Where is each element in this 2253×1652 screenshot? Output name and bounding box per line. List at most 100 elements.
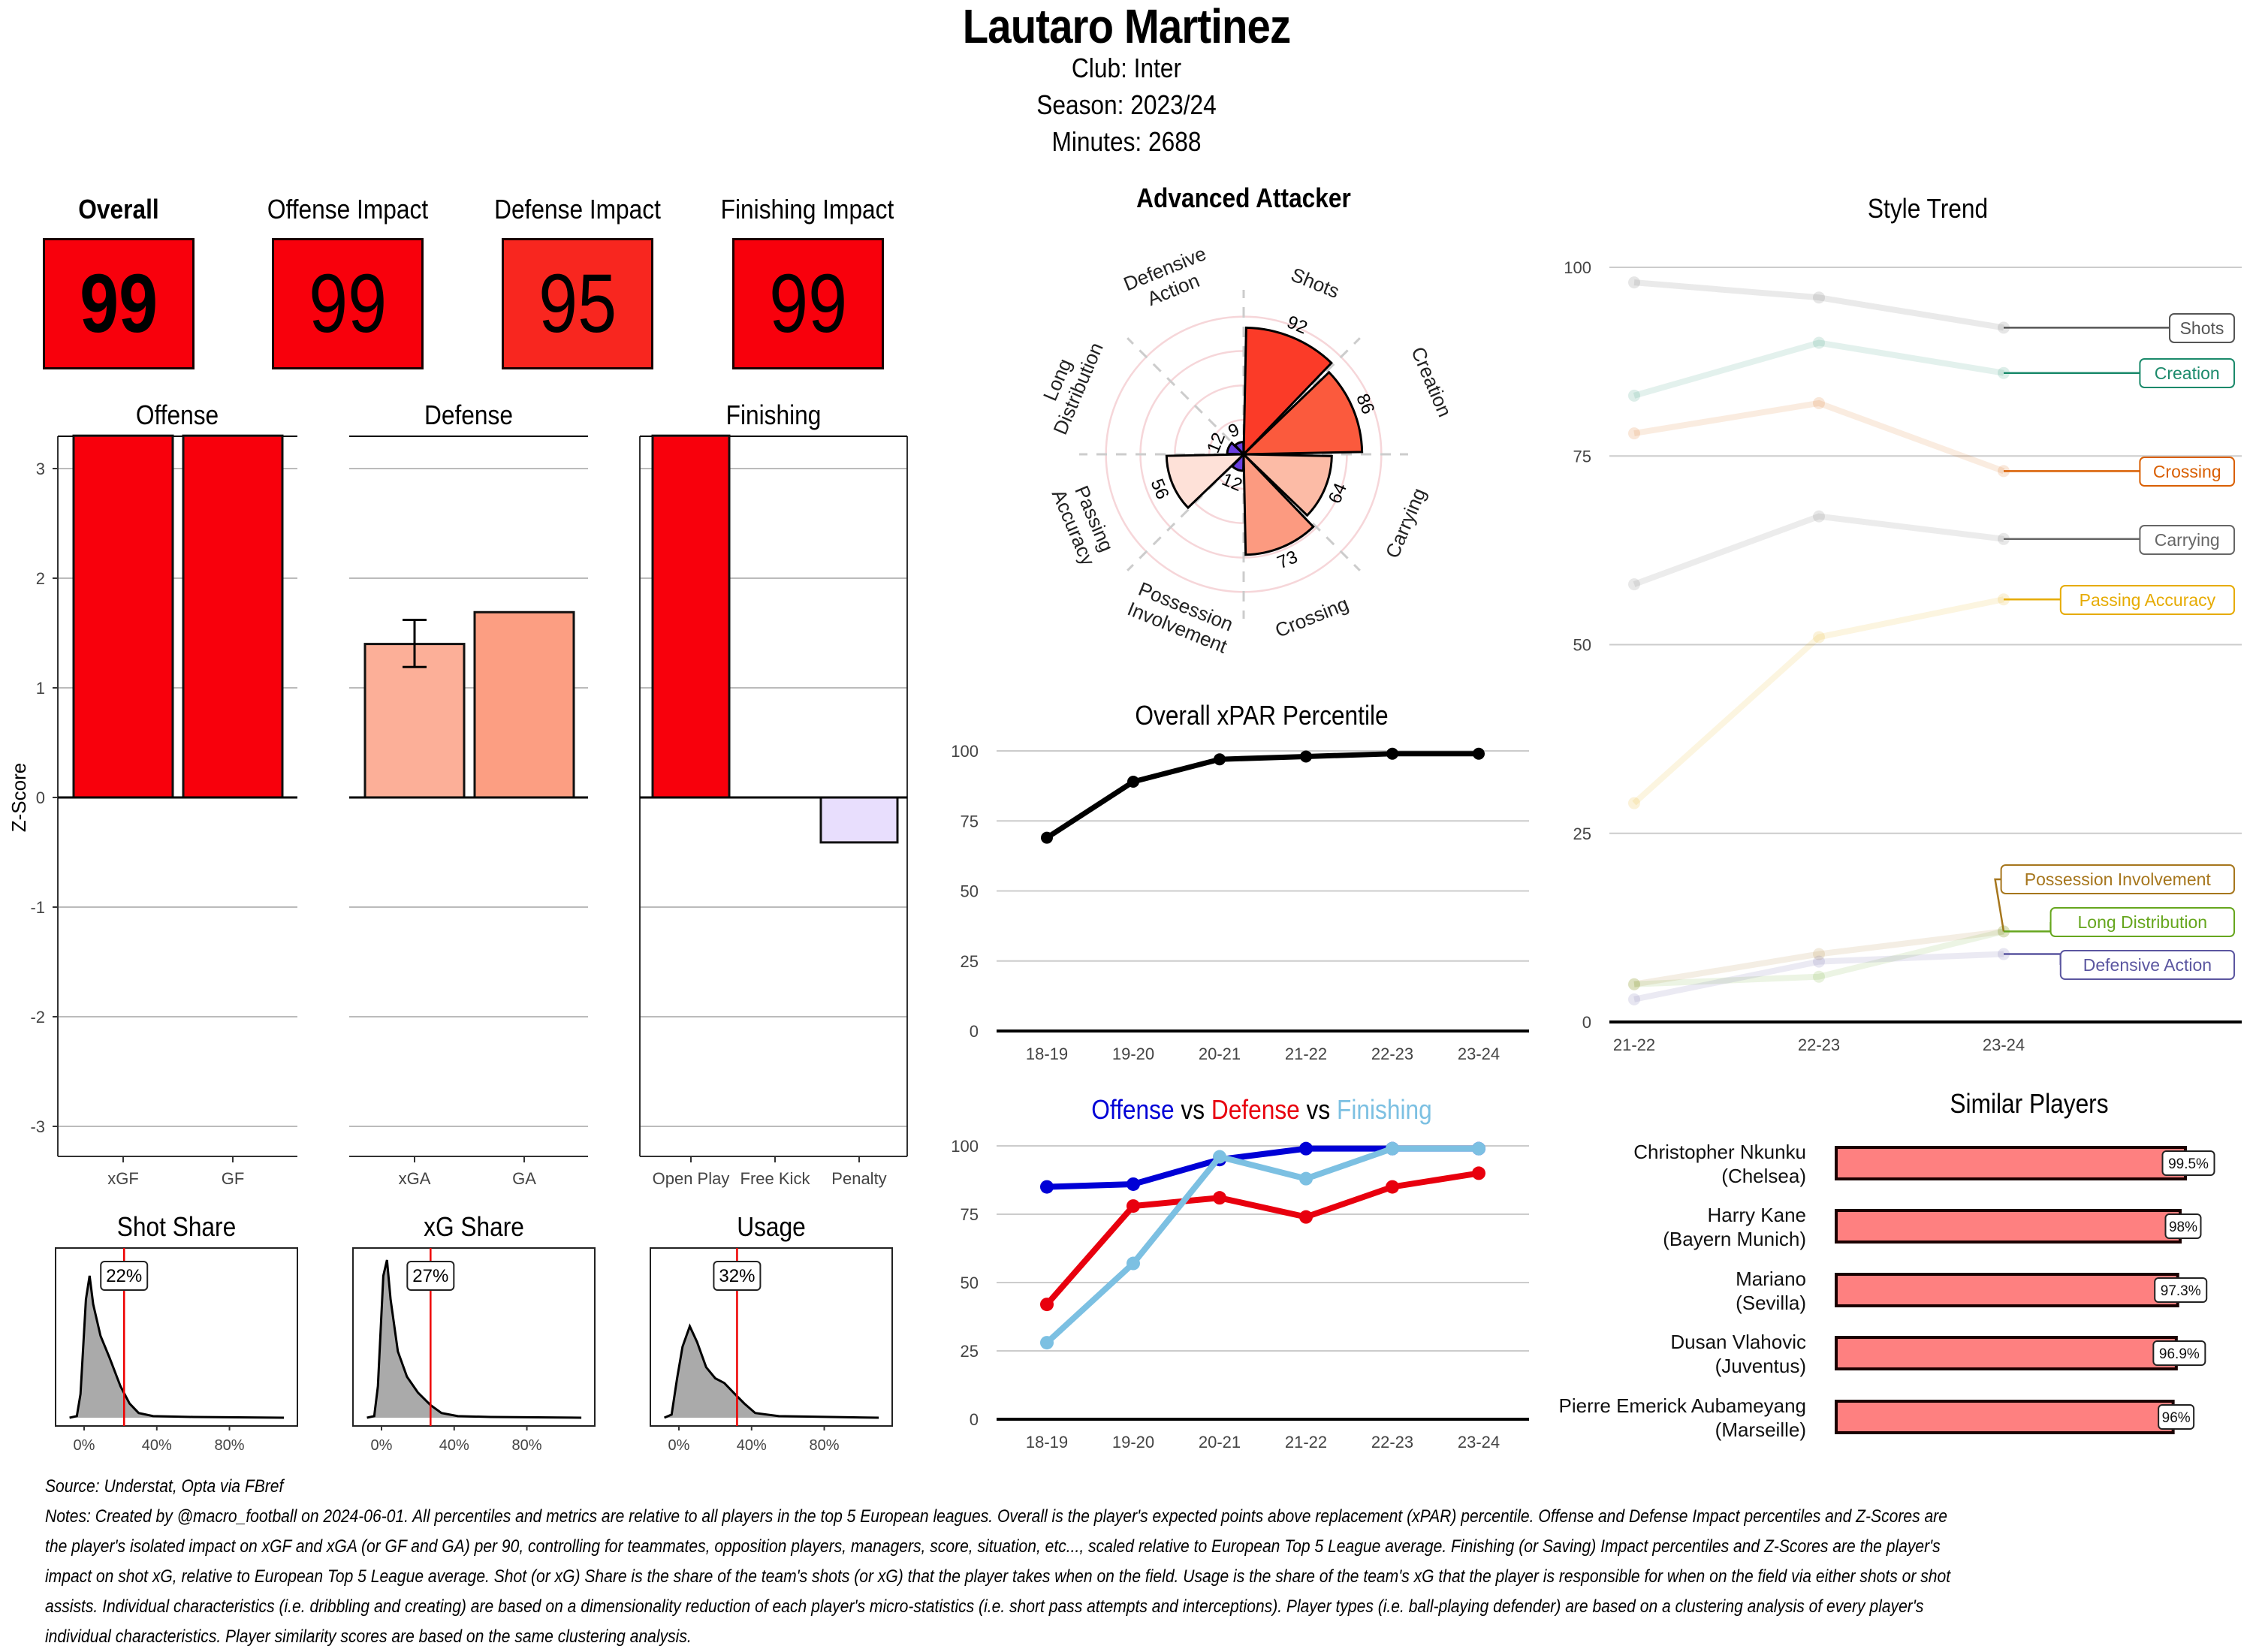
ovd-title-part: Offense [1091, 1095, 1174, 1125]
trend-leader-line [2004, 327, 2171, 329]
xpar-title: Overall xPAR Percentile [1135, 701, 1388, 731]
radar-value-label: 64 [1325, 480, 1351, 506]
trend-leader-line [2004, 598, 2062, 601]
radar-title: Advanced Attacker [1136, 183, 1351, 213]
trend-line [1633, 951, 2004, 1002]
radar-sector [1242, 326, 1333, 457]
zscore-facet-finishing: Finishing Open Play Free Kick Penalty [639, 400, 908, 1188]
trend-line [1633, 928, 2004, 987]
similar-player-name: Christopher Nkunku [1633, 1141, 1806, 1163]
ovd-point [1126, 1256, 1140, 1271]
y-tick-label: 75 [961, 1205, 979, 1224]
source-note: Source: Understat, Opta via FBref [45, 1476, 284, 1497]
similar-value-box [2164, 1213, 2202, 1239]
radar-sector [1241, 453, 1333, 517]
trend-leader-line [2004, 538, 2141, 541]
trend-point [1813, 510, 1825, 523]
trend-label: Passing Accuracy [2080, 590, 2216, 610]
trend-label-box [2169, 313, 2235, 343]
similar-player-bar [1835, 1400, 2175, 1434]
zscore-category-label: GA [512, 1169, 536, 1188]
ovd-point [1472, 1141, 1485, 1156]
density-frame [650, 1247, 893, 1427]
density-panel-usage: Usage 32% 0% 40% 80% [650, 1212, 893, 1454]
xpar-point [1386, 747, 1398, 760]
trend-line [1633, 513, 2004, 587]
impact-value-overall: 99 [79, 258, 158, 350]
impact-label-finishing: Finishing Impact [720, 194, 894, 225]
x-tick-label: 19-20 [1112, 1433, 1154, 1452]
x-tick-label: 18-19 [1026, 1045, 1068, 1063]
y-tick-label: 100 [951, 1137, 979, 1156]
density-line [366, 1259, 582, 1419]
ovd-point [1040, 1298, 1054, 1312]
xpar-point [1127, 776, 1139, 788]
trend-point [1628, 797, 1640, 809]
zscore-axis-title: Z-Score [8, 763, 30, 832]
value-label: 27% [412, 1266, 448, 1286]
density-line [664, 1323, 879, 1419]
minutes-label: Minutes: 2688 [1051, 126, 1202, 157]
trend-leader-line [2004, 922, 2052, 933]
value-label: 32% [719, 1266, 755, 1286]
zscore-bar [182, 434, 284, 799]
x-tick-label: 18-19 [1026, 1433, 1068, 1452]
similar-player-bar [1835, 1146, 2187, 1180]
impact-card-finishing: 99 [732, 238, 884, 369]
zscore-chart: Z-Score 3 2 1 0 -1 -2 -3 Offense xGF GF Defense xGA G… [8, 400, 908, 1188]
ovd-title-part: Finishing [1330, 1095, 1432, 1125]
trend-leader-line [2004, 470, 2141, 472]
similar-player-bar [1835, 1273, 2179, 1307]
notes-line-2: the player's isolated impact on xGF and … [45, 1536, 1941, 1557]
zscore-tick-label: 1 [36, 679, 45, 698]
trend-label-box [2000, 864, 2236, 894]
value-label: 22% [106, 1266, 142, 1286]
ovd-title-part: vs [1175, 1095, 1205, 1125]
trend-point [1813, 631, 1825, 644]
zscore-category-label: Penalty [831, 1169, 886, 1188]
zscore-facet-defense: Defense xGA GA [349, 400, 588, 1188]
zscore-category-label: Open Play [653, 1169, 730, 1188]
radar-category-label: Shots [1288, 263, 1343, 303]
trend-label: Possession Involvement [2025, 870, 2212, 889]
similar-value-box [2154, 1277, 2208, 1303]
similar-player-club: (Juventus) [1715, 1355, 1806, 1377]
zscore-tick-label: 0 [36, 788, 45, 807]
y-tick-label: 75 [961, 812, 979, 831]
density-tick-label: 0% [74, 1437, 95, 1454]
trend-point [1628, 993, 1640, 1005]
season-label: Season: 2023/24 [1036, 89, 1217, 120]
ovd-point [1299, 1210, 1313, 1224]
trend-leader-line [2004, 953, 2062, 965]
ovd-point [1213, 1150, 1226, 1164]
y-tick-label: 50 [961, 1274, 979, 1292]
density-tick-label: 0% [371, 1437, 393, 1454]
ovd-line-defense [1044, 1170, 1479, 1307]
trend-label-box [2059, 950, 2236, 980]
ovd-title-part: Defense [1205, 1095, 1300, 1125]
xpar-point [1041, 831, 1053, 844]
similar-player-bar [1835, 1209, 2182, 1244]
trend-point [1628, 978, 1640, 990]
ovd-line-finishing [1045, 1145, 1479, 1346]
radar-sector [1165, 453, 1247, 510]
impact-value-defense: 95 [538, 258, 617, 350]
trend-point [1813, 291, 1825, 304]
ovd-point [1040, 1180, 1054, 1194]
value-label-box [100, 1261, 149, 1291]
radar-category-label: Creation [1407, 343, 1456, 420]
ovd-point [1386, 1141, 1399, 1156]
trend-line [1633, 928, 2004, 987]
zscore-tick-label: -2 [30, 1008, 45, 1026]
radar-sector [1241, 370, 1364, 456]
ovd-point [1126, 1199, 1140, 1213]
similar-value-box [2152, 1340, 2206, 1366]
density-tick-label: 80% [810, 1437, 840, 1454]
trend-point [1813, 970, 1825, 983]
club-label: Club: Inter [1071, 53, 1182, 83]
player-name: Lautaro Martinez [962, 0, 1291, 53]
trend-leader-line [1994, 878, 2005, 932]
x-tick-label: 21-22 [1285, 1433, 1327, 1452]
zscore-bar [363, 643, 466, 799]
